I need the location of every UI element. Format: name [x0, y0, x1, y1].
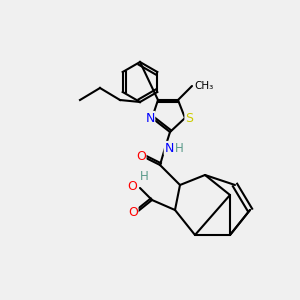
Text: O: O	[136, 151, 146, 164]
Text: N: N	[164, 142, 174, 154]
Text: O: O	[128, 206, 138, 218]
Text: CH₃: CH₃	[194, 81, 213, 91]
Text: S: S	[185, 112, 193, 124]
Text: H: H	[175, 142, 183, 154]
Text: O: O	[127, 179, 137, 193]
Text: N: N	[145, 112, 155, 124]
Text: H: H	[140, 169, 148, 182]
